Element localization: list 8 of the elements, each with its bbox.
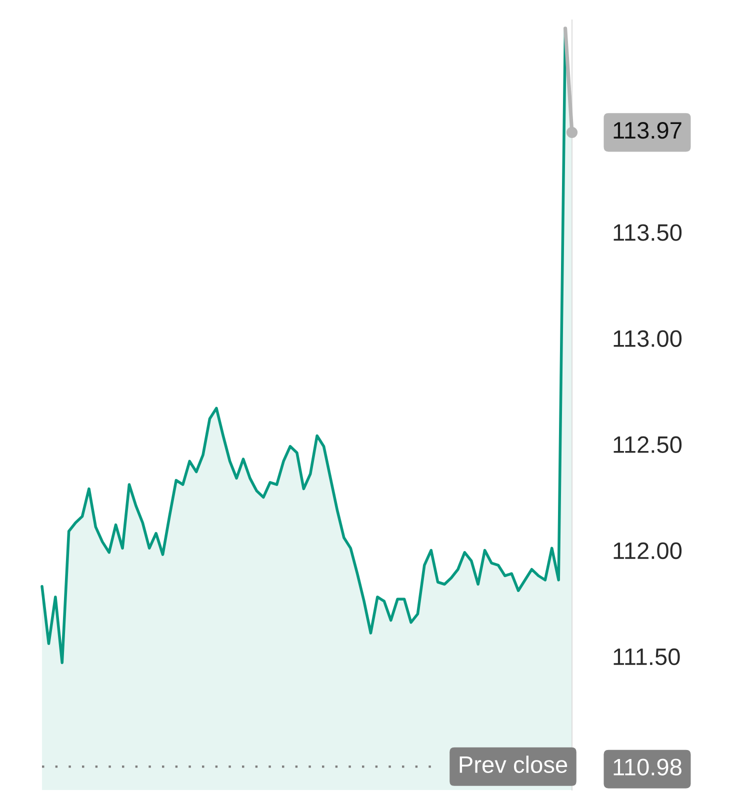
y-tick-label: 113.50 bbox=[614, 224, 682, 241]
ref-line-label: Prev close bbox=[460, 756, 568, 774]
data-label: 113.97 bbox=[614, 122, 682, 139]
y-tick-label: 111.50 bbox=[614, 648, 680, 666]
y-tick-label: 110.98 bbox=[614, 758, 682, 776]
y-tick-label: 112.50 bbox=[614, 436, 682, 454]
y-tick-label: 112.00 bbox=[614, 542, 682, 560]
y-tick-label: 113.00 bbox=[614, 330, 682, 347]
